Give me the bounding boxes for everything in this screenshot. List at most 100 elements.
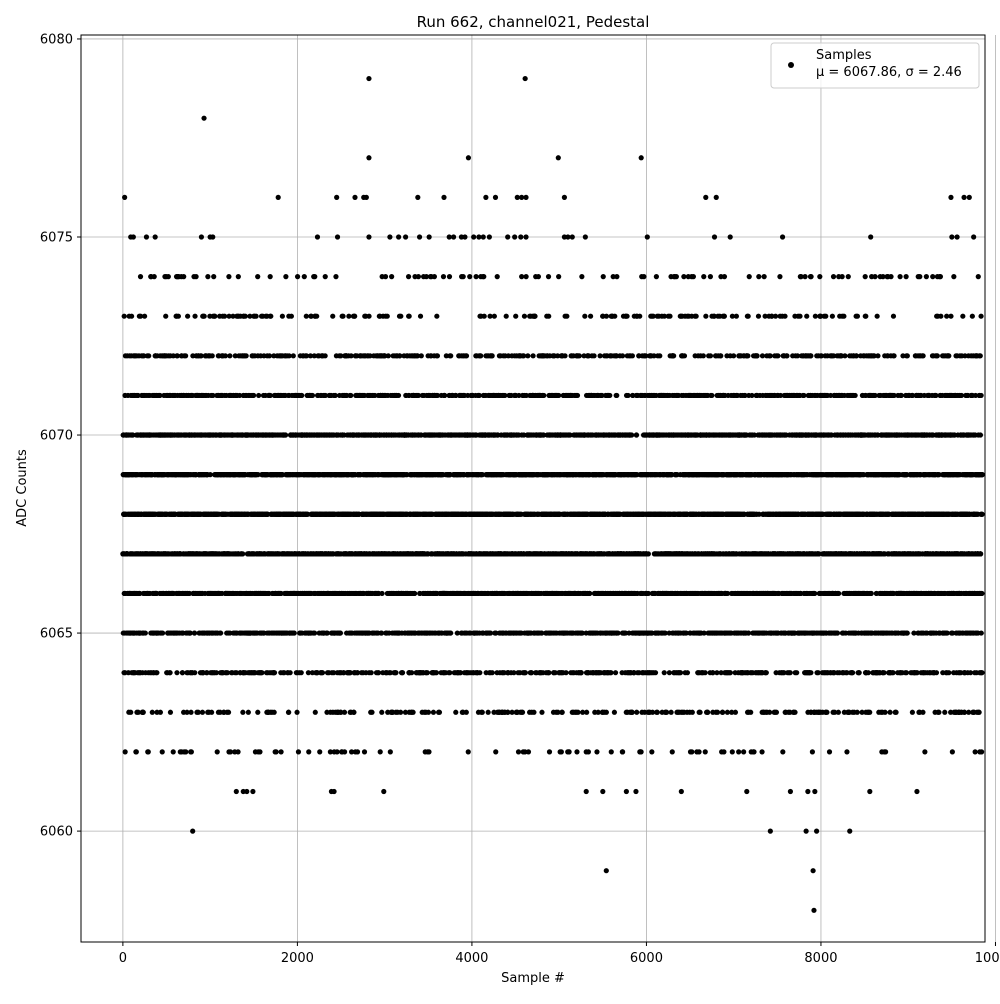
data-point [398, 314, 403, 319]
data-point [518, 234, 523, 239]
data-point [645, 234, 650, 239]
data-point [451, 234, 456, 239]
data-point [222, 314, 227, 319]
data-point [240, 551, 245, 556]
data-point [192, 314, 197, 319]
data-point [355, 749, 360, 754]
data-point [434, 314, 439, 319]
data-point [432, 274, 437, 279]
data-point [174, 670, 179, 675]
data-point [292, 630, 297, 635]
data-point [532, 314, 537, 319]
data-point [467, 274, 472, 279]
data-point [312, 274, 317, 279]
data-point [317, 749, 322, 754]
data-point [234, 789, 239, 794]
data-point [205, 274, 210, 279]
data-point [505, 234, 510, 239]
data-point [481, 274, 486, 279]
data-point [313, 710, 318, 715]
data-point [304, 314, 309, 319]
data-point [811, 868, 816, 873]
data-point [520, 710, 525, 715]
data-point [378, 749, 383, 754]
data-point [624, 789, 629, 794]
data-point [333, 274, 338, 279]
data-point [409, 670, 414, 675]
data-point [288, 670, 293, 675]
data-point [323, 274, 328, 279]
data-point [461, 274, 466, 279]
data-point [431, 710, 436, 715]
data-point [158, 710, 163, 715]
data-point [481, 234, 486, 239]
data-point [462, 234, 467, 239]
data-point [283, 432, 288, 437]
data-point [556, 155, 561, 160]
data-point [240, 710, 245, 715]
data-point [447, 274, 452, 279]
data-point [335, 234, 340, 239]
data-point [633, 789, 638, 794]
data-point [283, 274, 288, 279]
data-point [296, 749, 301, 754]
data-point [406, 274, 411, 279]
data-point [366, 155, 371, 160]
data-point [362, 749, 367, 754]
data-point [466, 749, 471, 754]
data-point [200, 710, 205, 715]
data-point [512, 234, 517, 239]
data-point [323, 353, 328, 358]
data-point [190, 829, 195, 834]
data-point [122, 195, 127, 200]
data-point [244, 353, 249, 358]
data-point [306, 749, 311, 754]
data-point [389, 274, 394, 279]
data-point [331, 789, 336, 794]
data-point [334, 195, 339, 200]
data-point [227, 353, 232, 358]
data-point [312, 630, 317, 635]
data-point [600, 789, 605, 794]
data-point [867, 789, 872, 794]
data-point [342, 710, 347, 715]
data-point [144, 234, 149, 239]
data-point [280, 314, 285, 319]
data-point [478, 353, 483, 358]
data-point [387, 234, 392, 239]
data-point [160, 630, 165, 635]
data-point [223, 353, 228, 358]
data-point [418, 314, 423, 319]
data-point [714, 195, 719, 200]
data-point [193, 274, 198, 279]
data-point [419, 353, 424, 358]
data-point [141, 710, 146, 715]
data-point [330, 314, 335, 319]
data-point [209, 710, 214, 715]
data-point [150, 710, 155, 715]
data-point [546, 314, 551, 319]
data-point [366, 76, 371, 81]
data-point [369, 670, 374, 675]
data-point [274, 749, 279, 754]
data-point [348, 393, 353, 398]
data-point [168, 710, 173, 715]
data-point [338, 630, 343, 635]
data-point [122, 314, 127, 319]
data-point [226, 274, 231, 279]
data-point [516, 749, 521, 754]
data-point [210, 234, 215, 239]
data-point [426, 710, 431, 715]
data-point [712, 234, 717, 239]
data-point [490, 353, 495, 358]
data-point [255, 274, 260, 279]
data-point [396, 234, 401, 239]
data-point [814, 829, 819, 834]
data-point [340, 314, 345, 319]
data-point [441, 195, 446, 200]
data-point [492, 314, 497, 319]
data-point [513, 314, 518, 319]
data-point [583, 234, 588, 239]
data-point [176, 314, 181, 319]
